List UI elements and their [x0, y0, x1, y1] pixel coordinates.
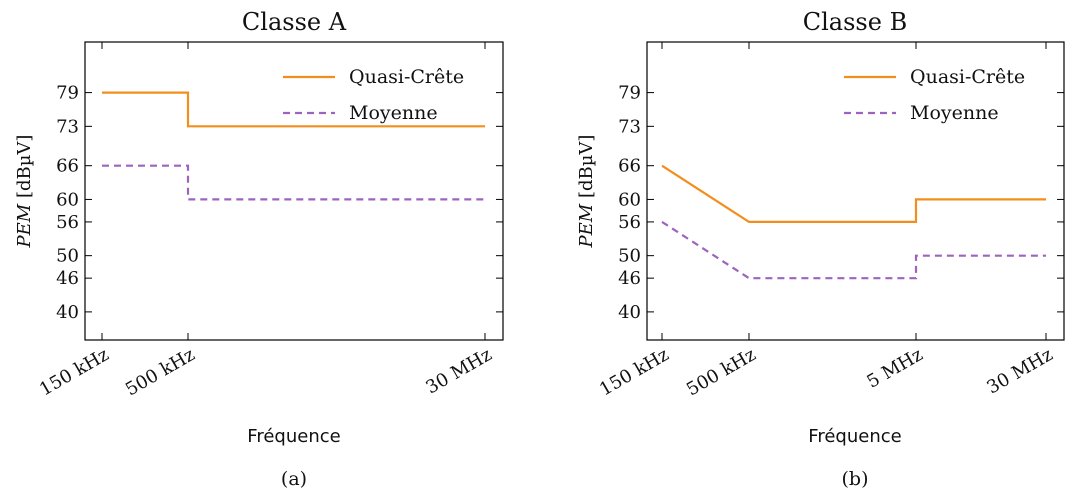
plot-frame	[646, 41, 1065, 341]
y-axis-label-unit: [dBµV]	[576, 135, 597, 199]
y-axis-label-unit: [dBµV]	[14, 135, 35, 199]
series-line-quasi-crete	[661, 164, 1046, 223]
y-tick-label: 73	[618, 116, 641, 137]
y-tick-label: 79	[618, 83, 641, 104]
y-axis-label-variable: PEM	[576, 198, 597, 248]
y-axis-label: PEM [dBµV]	[576, 135, 597, 249]
y-tick-label: 66	[618, 156, 641, 177]
y-tick-label: 46	[56, 268, 79, 289]
panel-caption: (a)	[281, 468, 307, 490]
series-line-moyenne	[102, 164, 485, 201]
y-tick-label: 56	[56, 212, 79, 233]
x-tick-label: 5 MHz	[863, 344, 926, 393]
legend-label: Moyenne	[910, 102, 999, 124]
x-axis-label: Fréquence	[808, 426, 901, 447]
y-tick-label: 46	[618, 268, 641, 289]
x-tick-label: 500 kHz	[122, 344, 198, 400]
legend-label: Moyenne	[349, 102, 438, 124]
y-tick-label: 56	[618, 212, 641, 233]
y-tick-label: 79	[56, 83, 79, 104]
x-tick-label: 30 MHz	[422, 344, 495, 398]
y-tick-label: 40	[618, 302, 641, 323]
y-axis-label-variable: PEM	[14, 198, 35, 248]
legend-label: Quasi-Crête	[910, 66, 1025, 88]
y-tick-label: 50	[618, 246, 641, 267]
x-tick-label: 500 kHz	[683, 344, 759, 400]
series-line-moyenne	[661, 220, 1046, 280]
series-line-quasi-crete	[102, 91, 485, 128]
plot-frame	[84, 41, 504, 341]
panel-caption: (b)	[842, 468, 869, 490]
y-tick-label: 40	[56, 302, 79, 323]
y-tick-label: 60	[618, 189, 641, 210]
x-tick-label: 150 kHz	[596, 344, 672, 400]
x-axis-label: Fréquence	[247, 426, 340, 447]
y-tick-label: 60	[56, 189, 79, 210]
chart-title: Classe B	[803, 8, 907, 36]
chart-title: Classe A	[242, 8, 347, 36]
x-tick-label: 150 kHz	[36, 344, 112, 400]
y-tick-label: 66	[56, 156, 79, 177]
y-tick-label: 73	[56, 116, 79, 137]
y-tick-label: 50	[56, 246, 79, 267]
x-tick-label: 30 MHz	[983, 344, 1056, 398]
legend-label: Quasi-Crête	[349, 66, 464, 88]
y-axis-label: PEM [dBµV]	[14, 135, 35, 249]
